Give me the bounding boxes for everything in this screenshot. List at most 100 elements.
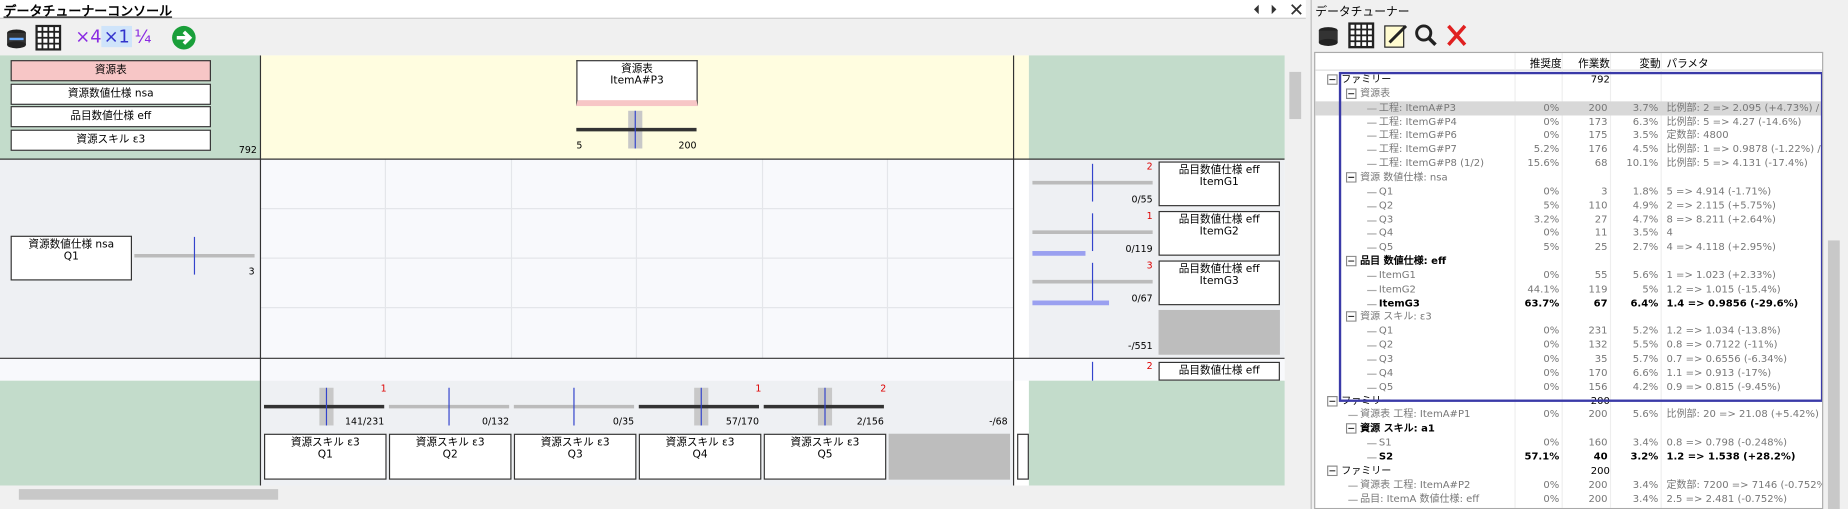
family-row[interactable]: ファミリー 792 bbox=[1315, 73, 1822, 87]
row-cell: 3.5% bbox=[1632, 227, 1659, 240]
tree-row[interactable]: Q2 0% 132 5.5% 0.8 => 0.7122 (-11%) bbox=[1315, 338, 1822, 352]
database-button[interactable] bbox=[5, 25, 29, 51]
scroll-thumb[interactable] bbox=[18, 489, 279, 500]
row-cell: 1.1 => 0.913 (-17%) bbox=[1666, 367, 1772, 380]
row-cell: 定数部: 4800 bbox=[1666, 130, 1729, 142]
row-cell: 0% bbox=[1543, 325, 1560, 338]
tree-row[interactable]: Q3 0% 35 5.7% 0.7 => 0.6556 (-6.34%) bbox=[1315, 352, 1822, 366]
window-controls[interactable] bbox=[1252, 2, 1304, 16]
row-cell: 0% bbox=[1543, 269, 1560, 282]
node-line: ItemG2 bbox=[1199, 226, 1239, 239]
tree-connector bbox=[1348, 485, 1358, 487]
tree-row[interactable]: S1 0% 160 3.4% 0.8 => 0.798 (-0.248%) bbox=[1315, 436, 1822, 450]
group-row[interactable]: 品目 数値仕様: eff bbox=[1315, 255, 1822, 269]
group-row[interactable]: 資源 スキル: a1 bbox=[1315, 422, 1822, 436]
row-cell: 比例部: 2 => 2.095 (+4.73%) / bbox=[1666, 102, 1820, 114]
row-cell: 0% bbox=[1543, 437, 1560, 450]
resource-item[interactable]: 資源スキル ε3 bbox=[10, 129, 211, 151]
row-label: Q5 bbox=[1378, 241, 1394, 254]
tree-row[interactable]: 工程: ItemG#P8 (1/2) 15.6% 68 10.1% 比例部: 5 => … bbox=[1315, 157, 1822, 171]
expander[interactable] bbox=[1345, 255, 1357, 267]
tree-row[interactable]: ItemG3 63.7% 67 6.4% 1.4 => 0.9856 (-29.6%) bbox=[1315, 297, 1822, 311]
tree-connector bbox=[1348, 415, 1358, 417]
tree-row[interactable]: Q1 0% 3 1.8% 5 => 4.914 (-1.71%) bbox=[1315, 185, 1822, 199]
tree-row[interactable]: 工程: ItemG#P7 5.2% 176 4.5% 比例部: 1 => 0.9878 … bbox=[1315, 143, 1822, 157]
scroll-thumb[interactable] bbox=[1289, 71, 1302, 120]
tree-row[interactable]: S2 57.1% 40 3.2% 1.2 => 1.538 (+28.2%) bbox=[1315, 450, 1822, 464]
tuner-scrollbar[interactable] bbox=[1825, 51, 1843, 509]
resource-item[interactable]: 資源数値仕様 nsa bbox=[10, 83, 211, 105]
tree-row[interactable]: Q2 5% 110 4.9% 2 => 2.115 (+5.75%) bbox=[1315, 199, 1822, 213]
scroll-thumb[interactable] bbox=[1827, 240, 1840, 509]
row-cell: 0% bbox=[1543, 367, 1560, 380]
tree-connector bbox=[1367, 373, 1377, 375]
expander[interactable] bbox=[1345, 423, 1357, 435]
column-header[interactable]: 作業数 bbox=[1578, 58, 1610, 71]
tree-row[interactable]: Q5 5% 25 2.7% 4 => 4.118 (+2.95%) bbox=[1315, 241, 1822, 255]
run-button[interactable] bbox=[171, 25, 197, 51]
row-cell: 200 bbox=[1588, 479, 1608, 492]
progress-bar bbox=[1032, 300, 1110, 306]
resource-item[interactable]: 品目数値仕様 eff bbox=[10, 106, 211, 128]
family-row[interactable]: ファミリー 200 bbox=[1315, 464, 1822, 478]
resource-item[interactable]: 資源表 bbox=[10, 60, 211, 82]
group-row[interactable]: 資源表 bbox=[1315, 87, 1822, 101]
tree-row[interactable]: ItemG1 0% 55 5.6% 1 => 1.023 (+2.33%) bbox=[1315, 269, 1822, 283]
grid-button[interactable] bbox=[35, 24, 62, 51]
tree-row[interactable]: 資源表 工程: ItemA#P2 0% 200 3.4% 定数部: 7200 => 71… bbox=[1315, 478, 1822, 492]
group-row[interactable]: 資源 スキル: ε3 bbox=[1315, 310, 1822, 324]
tree-row[interactable]: Q4 0% 170 6.6% 1.1 => 0.913 (-17%) bbox=[1315, 366, 1822, 380]
expander[interactable] bbox=[1345, 88, 1357, 99]
row-cell: 160 bbox=[1588, 437, 1608, 450]
tree-row[interactable]: ItemG2 44.1% 119 5% 1.2 => 1.015 (-15.4%) bbox=[1315, 283, 1822, 297]
row-cell: 25 bbox=[1594, 241, 1608, 254]
tree-row[interactable]: Q1 0% 231 5.2% 1.2 => 1.034 (-13.8%) bbox=[1315, 324, 1822, 338]
horizontal-scrollbar[interactable] bbox=[0, 485, 1287, 505]
tree-row[interactable]: Q3 3.2% 27 4.7% 8 => 8.211 (+2.64%) bbox=[1315, 213, 1822, 227]
zoom-button[interactable]: ¹⁄₄ bbox=[134, 25, 152, 48]
node-line: ItemG1 bbox=[1199, 176, 1239, 189]
tuner-toolbar[interactable] bbox=[1316, 21, 1481, 49]
bottom-node[interactable]: 資源スキル ε3 Q1 bbox=[263, 433, 387, 480]
row-cell: 132 bbox=[1588, 339, 1608, 352]
right-node[interactable]: 品目数値仕様 eff bbox=[1158, 361, 1280, 381]
bottom-node[interactable]: 資源スキル ε3 Q3 bbox=[513, 433, 637, 480]
bottom-node[interactable]: 資源スキル ε3 Q5 bbox=[763, 433, 887, 480]
expander[interactable] bbox=[1327, 395, 1338, 407]
row-label: Q3 bbox=[1378, 213, 1394, 226]
tree-row[interactable]: 品目: ItemA 数値仕様: eff 0% 200 3.4% 2.5 => 2.481… bbox=[1315, 492, 1822, 506]
expander[interactable] bbox=[1345, 171, 1357, 183]
console-toolbar: ×4 ×1 ¹⁄₄ bbox=[0, 21, 1306, 54]
right-node[interactable]: 品目数値仕様 eff ItemG2 bbox=[1158, 210, 1280, 256]
bottom-node[interactable]: 資源スキル ε3 Q4 bbox=[638, 433, 762, 480]
tree-row[interactable]: Q4 0% 11 3.5% 4 bbox=[1315, 227, 1822, 241]
top-node[interactable]: 資源表 ItemA#P3 bbox=[576, 60, 698, 107]
column-header[interactable]: パラメタ bbox=[1666, 58, 1709, 71]
row-cell: 0% bbox=[1543, 353, 1560, 366]
tree-row[interactable]: 工程: ItemA#P3 0% 200 3.7% 比例部: 2 => 2.095 (+4… bbox=[1315, 100, 1823, 116]
side-node[interactable]: 資源数値仕様 nsa Q1 bbox=[10, 235, 132, 281]
row-cell: 6.3% bbox=[1632, 116, 1659, 128]
tree-row[interactable]: 工程: ItemG#P4 0% 173 6.3% 比例部: 5 => 4.27 (-14… bbox=[1315, 115, 1822, 129]
row-cell: 5.5% bbox=[1632, 339, 1659, 352]
expander[interactable] bbox=[1327, 465, 1338, 476]
tree-row[interactable]: Q5 0% 156 4.2% 0.9 => 0.815 (-9.45%) bbox=[1315, 380, 1822, 394]
expander[interactable] bbox=[1327, 74, 1338, 85]
zoom-button[interactable]: ×4 bbox=[75, 25, 102, 48]
column-header[interactable]: 変動 bbox=[1639, 58, 1661, 71]
tree-row[interactable]: 資源表 工程: ItemA#P1 0% 200 5.6% 比例部: 20 => 21.0… bbox=[1315, 408, 1822, 422]
right-node[interactable]: 品目数値仕様 eff ItemG1 bbox=[1158, 161, 1280, 207]
console-title: データチューナーコンソール bbox=[3, 3, 173, 19]
bottom-node[interactable]: 資源スキル ε3 Q2 bbox=[388, 433, 512, 480]
row-cell: 68 bbox=[1594, 158, 1608, 170]
right-node[interactable]: 品目数値仕様 eff ItemG3 bbox=[1158, 260, 1280, 306]
expander[interactable] bbox=[1345, 311, 1357, 323]
row-label: 工程: ItemG#P7 bbox=[1378, 144, 1457, 156]
zoom-button[interactable]: ×1 bbox=[101, 25, 133, 48]
column-rule bbox=[1561, 53, 1563, 508]
row-label: Q2 bbox=[1378, 339, 1394, 352]
group-row[interactable]: 資源 数値仕様: nsa bbox=[1315, 171, 1822, 185]
column-header[interactable]: 推奨度 bbox=[1529, 58, 1562, 71]
vertical-scrollbar[interactable] bbox=[1286, 55, 1304, 486]
tree-row[interactable]: 工程: ItemG#P6 0% 175 3.5% 定数部: 4800 bbox=[1315, 129, 1822, 143]
